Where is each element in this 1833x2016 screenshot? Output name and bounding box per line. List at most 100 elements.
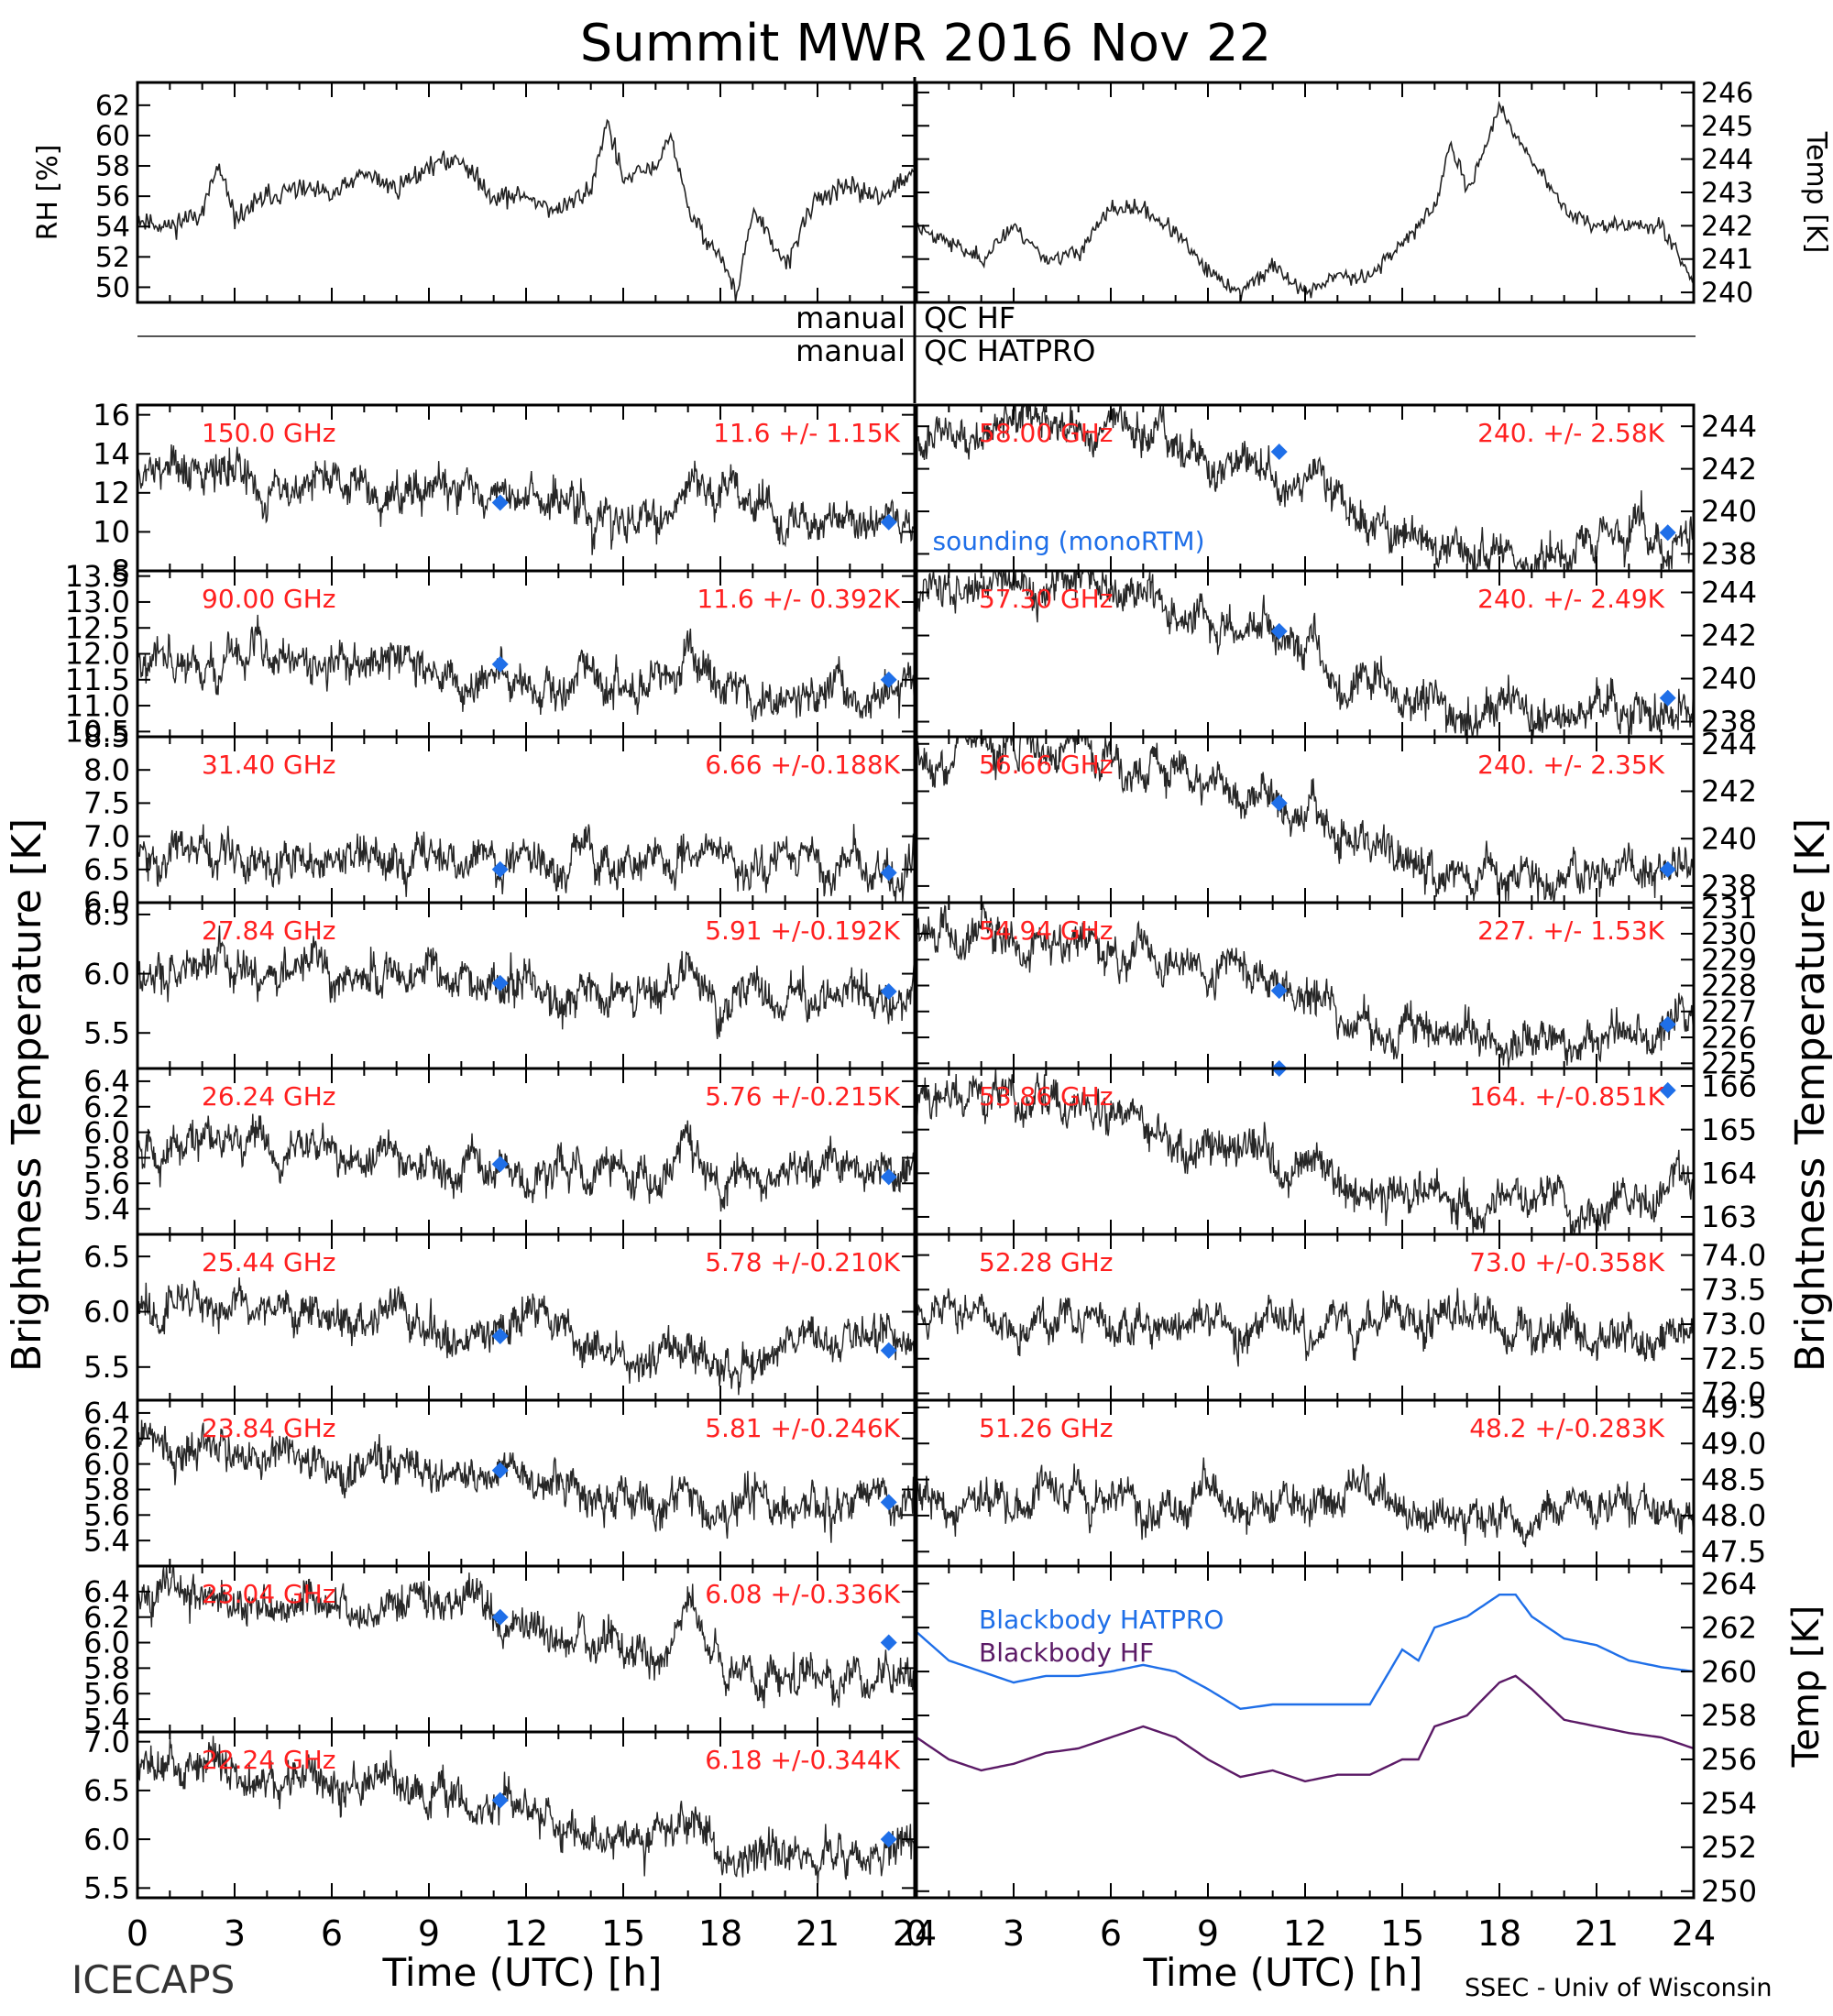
left-channel-ytick-label: 6.2 [83,1600,130,1635]
rh-panel-ytick-label: 62 [95,90,130,122]
left-channel-panel: 5.5 6.0 6.5 27.84 GHz 5.91 +/-0.192K [83,897,916,1070]
right-channel-ytick-label: 74.0 [1701,1238,1766,1273]
channel-stats-label: 73.0 +/-0.358K [1469,1247,1664,1277]
left-channel-ytick-label: 5.6 [83,1498,130,1533]
channel-frequency-label: 90.00 GHz [202,584,336,614]
right-channel-ytick-label: 72.0 [1701,1376,1766,1411]
left-channel-sounding-point [491,1156,509,1173]
right-channel-ytick-label: 73.5 [1701,1273,1766,1308]
blackbody-legend-label: Blackbody HF [979,1638,1154,1668]
channel-stats-label: 5.76 +/-0.215K [705,1081,900,1112]
right-y-axis-label: Brightness Temperature [K] [1787,818,1833,1372]
qc-hatpro-right-label: QC HATPRO [924,334,1095,368]
rh-panel-ytick-label: 58 [95,151,130,183]
left-channel-ytick-label: 7.5 [83,786,130,821]
left-channel-obs-trace [137,1276,916,1396]
left-channel-sounding-point [491,1608,509,1626]
left-channel-sounding-point [491,1791,509,1809]
right-channel-ytick-label: 48.5 [1701,1463,1766,1497]
left-channel-obs-trace [137,824,916,904]
right-channel-ytick-label: 244 [1701,575,1757,610]
left-channel-ytick-label: 6.0 [83,1626,130,1660]
right-channel-ytick-label: 166 [1701,1068,1757,1103]
left-channel-ytick-label: 6.4 [83,1396,130,1430]
channel-frequency-label: 23.04 GHz [202,1579,336,1609]
left-channel-ytick-label: 5.5 [83,1871,130,1906]
right-channel-sounding-point [1270,622,1288,640]
blackbody-panel-xtick-label: 6 [1100,1913,1122,1954]
left-channel-xtick-label: 21 [796,1913,840,1954]
right-channel-ytick-label: 238 [1701,869,1757,904]
blackbody-panel-ytick-label: 250 [1701,1874,1757,1909]
sounding-legend-label: sounding (monoRTM) [933,526,1205,556]
blackbody-panel-ytick-label: 260 [1701,1654,1757,1689]
right-channel-ytick-label: 73.0 [1701,1307,1766,1342]
temp-panel-ytick-label: 245 [1701,111,1753,143]
channel-stats-label: 6.18 +/-0.344K [705,1745,900,1775]
rh-panel-frame [136,81,916,304]
blackbody-panel-xtick-label: 9 [1197,1913,1219,1954]
right-channel-ytick-label: 72.5 [1701,1342,1766,1376]
right-channel-obs-trace [916,901,1695,1068]
left-channel-sounding-point [880,1831,897,1848]
left-channel-obs-trace [137,614,916,723]
left-channel-sounding-point [880,1494,897,1511]
left-channel-ytick-label: 5.5 [83,1350,130,1385]
right-x-axis-label: Time (UTC) [h] [1143,1950,1423,1995]
right-channel-panel: 72.072.573.073.574.0 52.28 GHz 73.0 +/-0.3… [915,1233,1766,1411]
blackbody-panel-xtick-label: 12 [1283,1913,1327,1954]
qc-hf-right-label: QC HF [924,301,1015,335]
right-channel-sounding-point [1659,1015,1676,1033]
blackbody-panel-ytick-label: 264 [1701,1566,1757,1601]
channel-frequency-label: 56.66 GHz [979,750,1114,780]
right-channel-ytick-label: 49.5 [1701,1390,1766,1425]
channel-frequency-label: 54.94 GHz [979,915,1114,946]
right-channel-ytick-label: 238 [1701,705,1757,740]
channel-stats-label: 11.6 +/- 0.392K [697,584,900,614]
left-channel-ytick-label: 5.8 [83,1473,130,1507]
left-channel-xtick-label: 24 [893,1913,937,1954]
blackbody-axis-label: Temp [K] [1785,1605,1828,1769]
right-channel-ytick-label: 164 [1701,1156,1757,1191]
blackbody-panel-xtick-label: 24 [1672,1913,1716,1954]
channel-frequency-label: 58.00 GHz [979,418,1114,448]
channel-stats-label: 5.81 +/-0.246K [705,1413,900,1443]
left-channel-panel: 10.511.011.512.012.513.013.5 90.00 GHz 11.… [65,559,916,750]
left-channel-xtick-label: 0 [126,1913,148,1954]
temp-axis-label: Temp [K] [1800,131,1832,254]
right-channel-ytick-label: 48.0 [1701,1498,1766,1533]
right-channel-obs-trace [916,404,1695,572]
right-channel-ytick-label: 242 [1701,452,1757,487]
left-channel-ytick-label: 8 [112,553,130,588]
blackbody-panel-ytick-label: 262 [1701,1610,1757,1645]
channel-stats-label: 240. +/- 2.35K [1477,750,1664,780]
blackbody-panel-xtick-label: 3 [1003,1913,1025,1954]
rh-panel-ytick-label: 52 [95,242,130,274]
left-channel-ytick-label: 5.4 [83,1702,130,1737]
left-channel-panel: 5.5 6.0 6.5 25.44 GHz 5.78 +/-0.210K [83,1233,916,1402]
right-channel-panel: 163 164 165 166 53.86 GHz 164. +/-0.851K [915,1060,1757,1236]
blackbody-line [916,1594,1695,1711]
left-channel-xtick-label: 12 [504,1913,548,1954]
left-channel-ytick-label: 5.4 [83,1191,130,1226]
right-channel-obs-trace [916,734,1695,904]
left-channel-sounding-point [880,1168,897,1186]
right-channel-ytick-label: 231 [1701,891,1757,926]
temp-panel-ytick-label: 243 [1701,178,1753,210]
right-channel-panel: 238 240 242 244 56.66 GHz 240. +/- 2.35K [915,727,1757,904]
qc-hatpro-left-label: manual [796,334,906,368]
right-channel-obs-trace [916,569,1695,738]
temp-panel-frame [915,81,1696,304]
left-channel-xtick-label: 18 [698,1913,742,1954]
left-channel-sounding-point [491,655,509,673]
channel-stats-label: 6.08 +/-0.336K [705,1579,900,1609]
blackbody-panel-xtick-label: 18 [1477,1913,1521,1954]
channel-frequency-label: 53.86 GHz [979,1081,1114,1112]
right-channel-sounding-point [1659,689,1676,707]
left-y-axis-label: Brightness Temperature [K] [4,818,50,1372]
right-channel-ytick-label: 238 [1701,537,1757,572]
left-channel-obs-trace [137,925,916,1039]
